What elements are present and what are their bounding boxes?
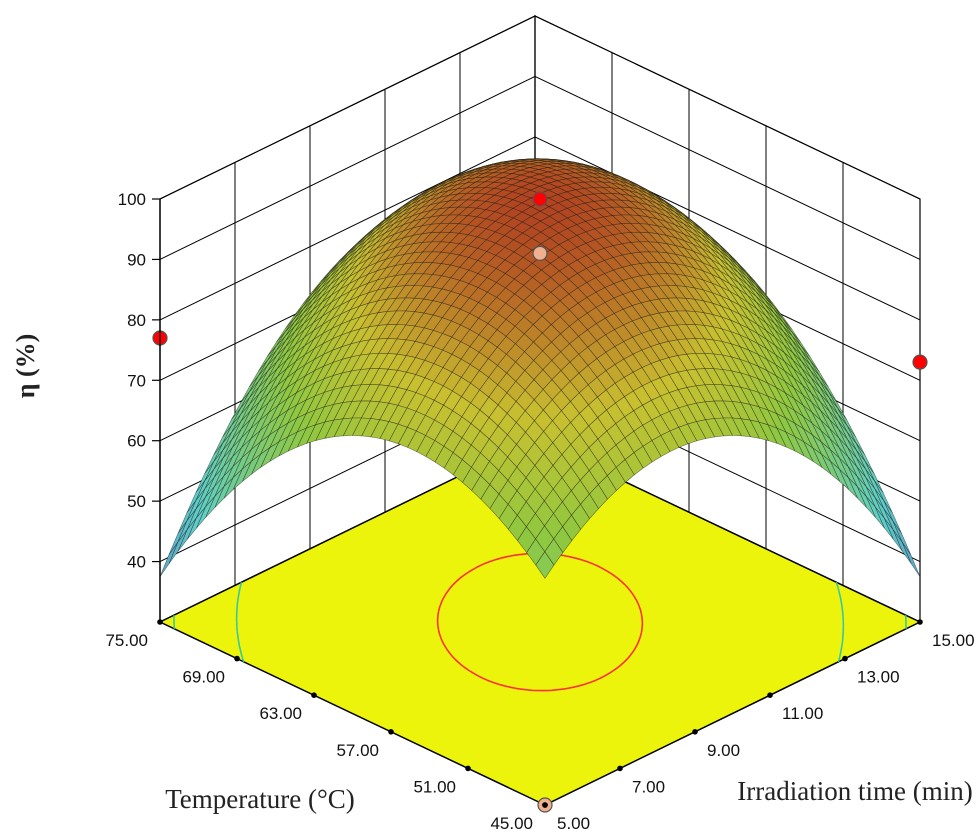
x-tick-label: 63.00 bbox=[259, 704, 302, 723]
z-axis-title: η (%) bbox=[11, 334, 40, 399]
y-tick-label: 9.00 bbox=[707, 741, 740, 760]
z-tick-label: 80 bbox=[127, 311, 146, 330]
x-tick-label: 51.00 bbox=[413, 777, 456, 796]
z-tick-label: 40 bbox=[127, 553, 146, 572]
y-tick-label: 15.00 bbox=[932, 631, 975, 650]
x-tick-mark bbox=[388, 729, 394, 735]
x-tick-label: 57.00 bbox=[336, 741, 379, 760]
y-tick-label: 5.00 bbox=[557, 814, 590, 833]
y-tick-mark bbox=[692, 729, 698, 735]
surface-cell bbox=[535, 551, 555, 579]
response-surface bbox=[159, 158, 921, 579]
y-tick-label: 7.00 bbox=[632, 777, 665, 796]
surface-cell bbox=[901, 541, 921, 577]
z-tick-label: 70 bbox=[127, 371, 146, 390]
y-tick-mark bbox=[842, 655, 848, 662]
z-tick-label: 90 bbox=[127, 250, 146, 269]
x-tick-mark bbox=[157, 619, 163, 625]
design-point bbox=[532, 191, 548, 207]
z-tick-label: 60 bbox=[127, 432, 146, 451]
x-axis-title: Temperature (°C) bbox=[165, 784, 355, 814]
y-tick-mark bbox=[617, 765, 623, 772]
y-tick-label: 11.00 bbox=[782, 704, 823, 723]
floor-contour bbox=[235, 582, 845, 662]
y-tick-mark bbox=[917, 619, 923, 625]
floor-plane bbox=[158, 438, 922, 806]
x-tick-mark bbox=[234, 655, 240, 662]
floor-contour bbox=[173, 615, 907, 629]
x-tick-label: 69.00 bbox=[182, 668, 225, 687]
design-point bbox=[532, 245, 548, 261]
design-points bbox=[152, 191, 928, 813]
x-tick-mark bbox=[311, 692, 317, 698]
y-tick-label: 13.00 bbox=[857, 668, 900, 687]
z-tick-label: 50 bbox=[127, 492, 146, 511]
y-axis-title: Irradiation time (min) bbox=[737, 776, 972, 806]
z-tick-label: 100 bbox=[118, 190, 146, 209]
x-tick-label: 45.00 bbox=[490, 814, 533, 833]
x-tick-label: 75.00 bbox=[105, 631, 148, 650]
surface-cell bbox=[159, 541, 179, 577]
axes: 40 50 60 70 80 90 100 45.00 51.00 57.00 63.00 69.00… bbox=[105, 190, 974, 833]
y-tick-mark bbox=[767, 692, 773, 698]
design-point bbox=[912, 354, 928, 370]
y-tick-mark bbox=[542, 802, 548, 808]
x-tick-mark bbox=[465, 765, 471, 772]
